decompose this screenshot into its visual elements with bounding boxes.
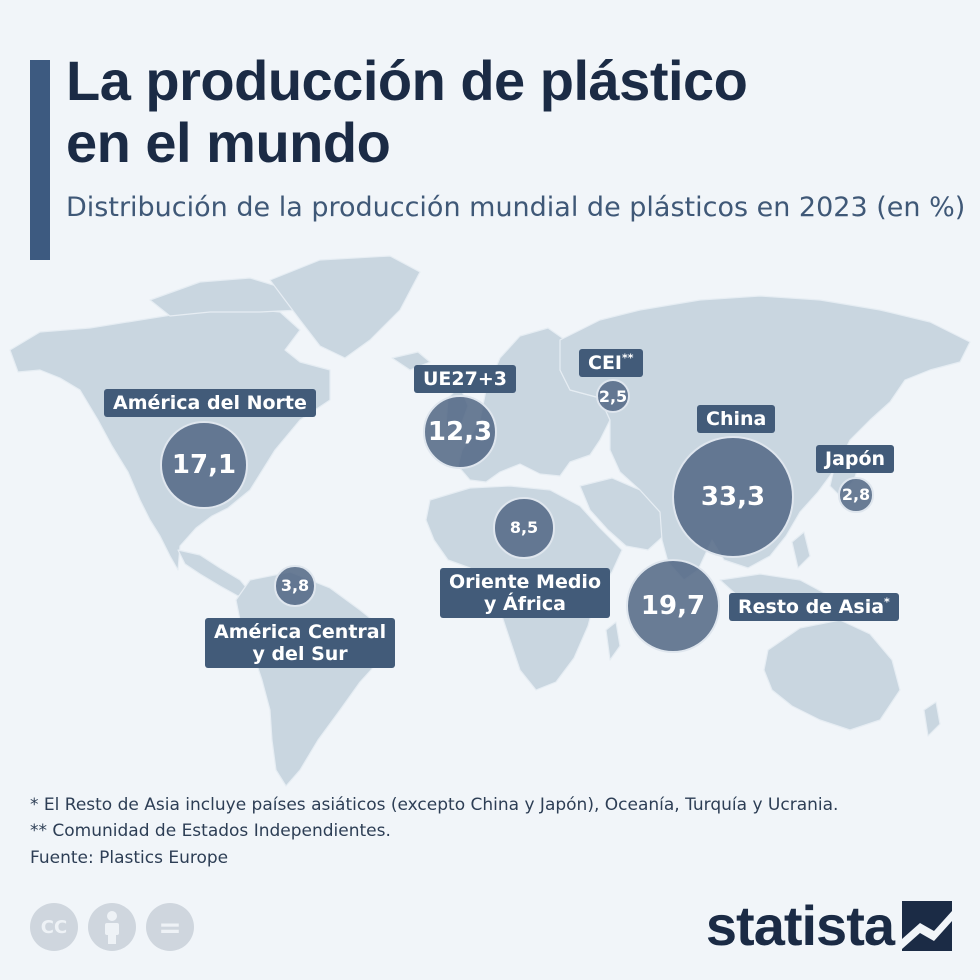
bubble-china: 33,3 [672,436,794,558]
bubble-north-america: 17,1 [160,421,248,509]
bubble-rest-of-asia: 19,7 [626,559,720,653]
no-derivatives-icon[interactable]: = [146,903,194,951]
greenland-landmass [269,255,421,359]
bubble-latin-america: 3,8 [274,565,316,607]
australia-landmass [763,619,901,731]
label-latin-america: América Central y del Sur [205,618,396,668]
person-glyph [105,911,119,944]
statista-logo[interactable]: statista [706,893,952,958]
bubble-cis: 2,5 [596,379,630,413]
central-america-landmass [177,549,251,597]
new-zealand-landmass [923,701,941,737]
footnotes: * El Resto de Asia incluye países asiáti… [30,792,838,819]
label-eu27-3: UE27+3 [414,365,516,393]
philippines-landmass [791,531,811,569]
label-cis: CEI** [579,349,643,377]
footnote-rest-of-asia: * El Resto de Asia incluye países asiáti… [30,795,839,815]
label-north-america: América del Norte [104,389,316,417]
page-subtitle: Distribución de la producción mundial de… [66,192,966,223]
madagascar-landmass [605,621,621,661]
attribution-person-icon[interactable] [88,903,136,951]
brand-name: statista [705,894,895,957]
label-china: China [697,405,776,433]
source-text: Fuente: Plastics Europe [30,848,229,868]
bubble-eu27-3: 12,3 [422,394,498,470]
label-middle-east-africa: Oriente Medio y África [440,568,610,618]
statista-logo-icon [902,900,952,951]
label-japan: Japón [816,445,895,473]
middle-east-landmass [579,477,669,551]
south-america-landmass [235,571,386,787]
license-icons: CC = [30,903,194,951]
asia-landmass [559,295,971,581]
title-accent-bar [30,60,50,260]
cc-icon[interactable]: CC [30,903,78,951]
world-map [9,255,971,787]
bubble-middle-east-africa: 8,5 [493,497,555,559]
label-rest-of-asia: Resto de Asia* [729,593,899,621]
bubble-japan: 2,8 [838,477,874,513]
europe-landmass [457,327,611,483]
page-title: La producción de plástico en el mundo [66,49,748,174]
footnote-cis: ** Comunidad de Estados Independientes. [30,821,391,841]
